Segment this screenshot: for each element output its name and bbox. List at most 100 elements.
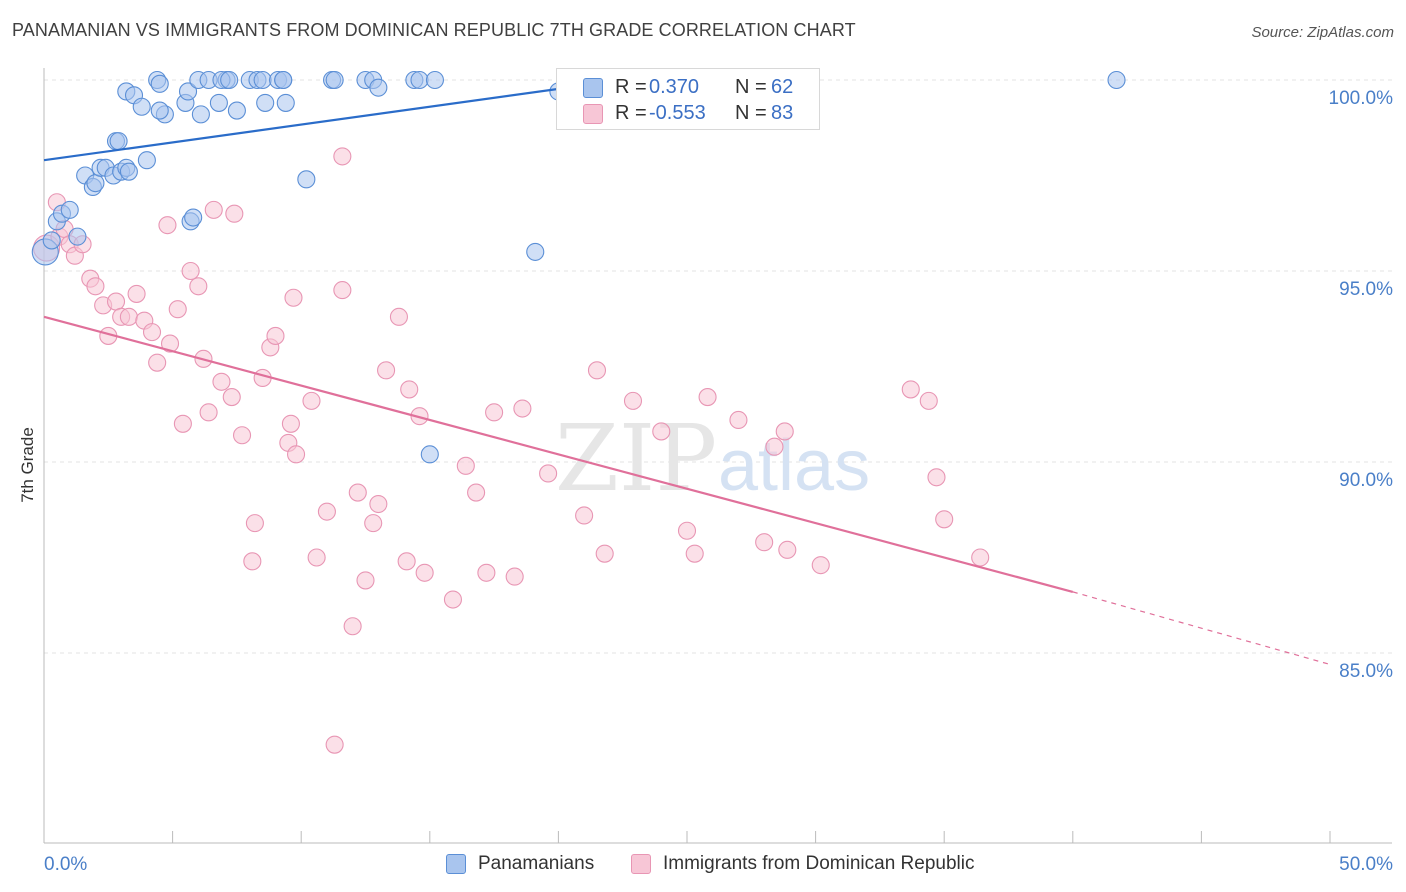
data-point [199, 403, 218, 422]
data-point [505, 567, 524, 586]
data-point [443, 590, 462, 609]
data-point [302, 391, 321, 410]
trend-line-dominican-extension [1072, 591, 1331, 666]
y-tick-label: 100.0% [1329, 88, 1394, 109]
data-point [539, 464, 558, 483]
y-tick-label: 90.0% [1339, 470, 1393, 491]
data-point [1107, 70, 1126, 90]
data-point [400, 380, 419, 399]
data-point [150, 101, 169, 120]
data-point [160, 334, 180, 353]
data-point [410, 70, 429, 90]
data-point [755, 533, 774, 552]
data-point [425, 70, 444, 90]
data-point [245, 514, 264, 533]
data-point [42, 231, 61, 250]
trend-lines [43, 78, 1331, 666]
data-point [765, 437, 784, 456]
legend-swatch-blue [446, 854, 466, 874]
legend-n-label: N = [735, 76, 767, 98]
y-tick-label: 85.0% [1339, 661, 1393, 682]
legend-n-label: N = [735, 102, 767, 124]
legend-swatch-pink [583, 104, 603, 124]
data-point [456, 456, 475, 475]
data-point [220, 70, 239, 90]
data-point [86, 174, 105, 193]
data-point [595, 544, 614, 563]
data-point [284, 288, 303, 307]
data-point [119, 307, 138, 326]
data-point [132, 97, 151, 116]
chart-title: PANAMANIAN VS IMMIGRANTS FROM DOMINICAN … [12, 20, 856, 40]
data-point [811, 556, 830, 575]
y-tick-labels: 100.0% 95.0% 90.0% 85.0% [1329, 88, 1394, 682]
data-point [477, 563, 496, 582]
data-point [191, 105, 210, 124]
data-point [222, 388, 241, 407]
legend-swatch-pink [631, 854, 651, 874]
data-point [86, 277, 105, 296]
data-point [369, 494, 388, 514]
trend-line-panamanians [43, 78, 623, 162]
trend-line-dominican [43, 315, 1074, 593]
legend-r-value: 0.370 [649, 76, 700, 98]
data-point [513, 399, 532, 418]
data-point [106, 292, 126, 311]
data-point [119, 162, 138, 181]
data-point [935, 510, 954, 529]
data-point [281, 414, 300, 433]
data-point [184, 208, 203, 227]
data-point [526, 242, 545, 261]
data-point [729, 410, 748, 430]
watermark: ZIP atlas [555, 405, 870, 512]
data-point [158, 216, 177, 235]
data-point [137, 151, 156, 170]
x-tick-labels: 0.0% 50.0% [44, 854, 1393, 875]
data-point [901, 380, 920, 399]
data-point [68, 227, 87, 246]
data-point [485, 403, 504, 422]
data-point [919, 391, 938, 410]
data-point [142, 323, 162, 342]
data-point [150, 74, 169, 93]
data-point [325, 735, 344, 754]
data-point [127, 284, 146, 303]
data-point [60, 200, 79, 219]
source-label: Source: ZipAtlas.com [1251, 24, 1394, 41]
data-point [325, 70, 344, 90]
data-point [587, 361, 607, 380]
x-tick-label: 0.0% [44, 854, 87, 875]
data-point [333, 281, 352, 300]
data-point [178, 82, 198, 101]
data-point [698, 388, 717, 407]
y-tick-label: 95.0% [1339, 279, 1393, 300]
legend-row-pink: R = -0.553 N = 83 [557, 101, 819, 127]
data-point [181, 261, 200, 281]
data-point [243, 552, 262, 571]
axes [43, 68, 1392, 844]
data-point [266, 326, 285, 345]
data-point [420, 445, 439, 464]
data-point [364, 514, 383, 533]
legend-row-blue: R = 0.370 N = 62 [557, 75, 819, 101]
legend-r-label: R = [615, 102, 647, 124]
data-point [168, 300, 187, 319]
series-legend: Panamanians Immigrants from Dominican Re… [0, 852, 1406, 878]
data-point [209, 93, 228, 112]
watermark-atlas: atlas [718, 426, 870, 506]
data-point [232, 426, 252, 445]
data-point [276, 93, 295, 112]
data-point [253, 70, 272, 90]
data-point [109, 132, 128, 151]
data-point [971, 548, 990, 567]
data-point [287, 445, 306, 464]
legend-n-value: 83 [771, 102, 794, 124]
correlation-legend: R = 0.370 N = 62 R = -0.553 N = 83 [556, 68, 820, 130]
data-point [256, 93, 275, 112]
data-point [778, 540, 797, 559]
legend-label: Panamanians [478, 853, 595, 874]
data-point [274, 70, 293, 90]
data-point [927, 468, 946, 487]
data-point [343, 617, 362, 636]
